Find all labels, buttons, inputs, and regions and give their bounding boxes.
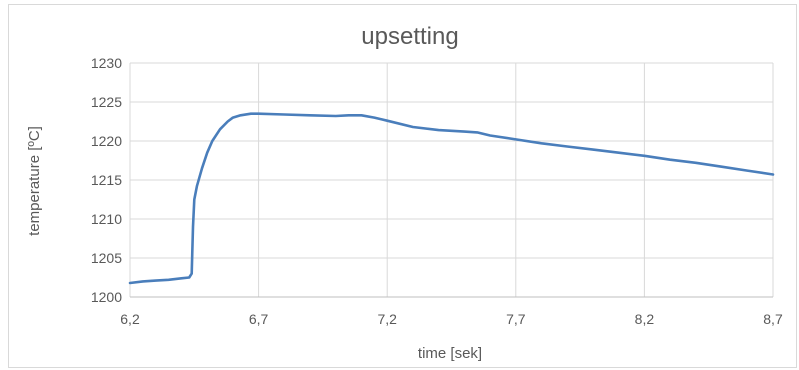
tick-layer: 1200 1205 1210 1215 1220 1225 1230 6,2 6,7 7,2 7,7… <box>91 55 783 327</box>
grid-layer <box>129 62 774 298</box>
x-tick-label: 6,7 <box>249 311 269 327</box>
y-tick-label: 1205 <box>91 250 122 266</box>
x-tick-label: 8,7 <box>763 311 783 327</box>
x-tick-label: 6,2 <box>120 311 140 327</box>
x-tick-label: 8,2 <box>635 311 655 327</box>
y-tick-label: 1200 <box>91 289 122 305</box>
x-axis-label: time [sek] <box>418 345 482 362</box>
chart-svg: 1200 1205 1210 1215 1220 1225 1230 6,2 6,7 7,2 7,7… <box>26 23 783 362</box>
chart-frame: 1200 1205 1210 1215 1220 1225 1230 6,2 6,7 7,2 7,7… <box>8 4 797 368</box>
chart-title: upsetting <box>361 23 458 50</box>
y-tick-label: 1220 <box>91 133 122 149</box>
series-line <box>128 112 775 285</box>
y-axis-label: temperature [ºC] <box>26 126 43 236</box>
y-tick-label: 1230 <box>91 55 122 71</box>
x-tick-label: 7,2 <box>377 311 397 327</box>
x-tick-label: 7,7 <box>506 311 526 327</box>
y-tick-label: 1210 <box>91 211 122 227</box>
y-tick-label: 1225 <box>91 94 122 110</box>
series-layer <box>128 112 775 285</box>
y-tick-label: 1215 <box>91 172 122 188</box>
